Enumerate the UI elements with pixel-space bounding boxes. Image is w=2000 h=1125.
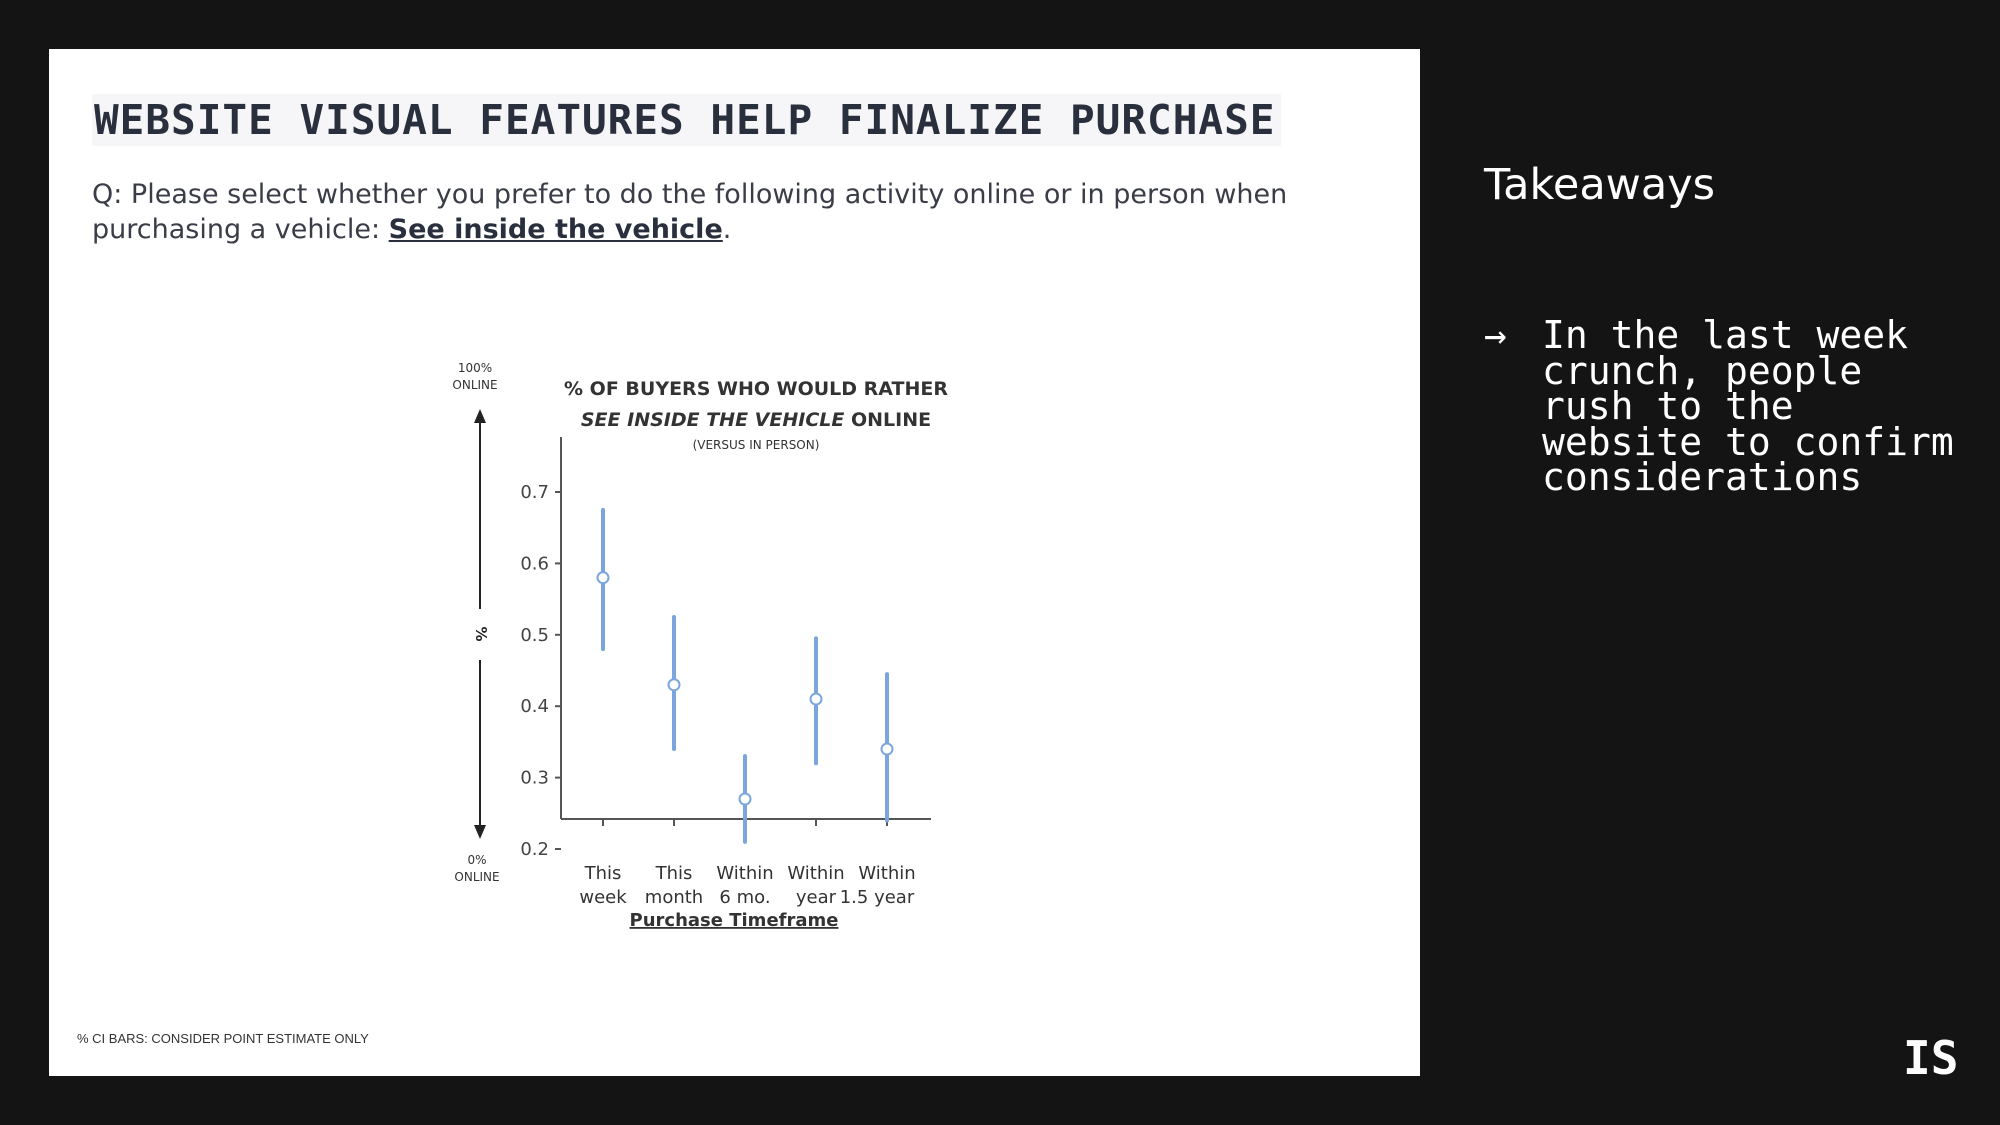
- y-tick-label: 0.6: [520, 553, 549, 574]
- y-tick-label: 0.7: [520, 482, 549, 503]
- y-arrow-down-head: [474, 825, 486, 839]
- takeaway-text: In the last week crunch, people rush to …: [1542, 313, 1954, 499]
- point-estimate: [880, 742, 894, 756]
- point-estimate: [667, 678, 681, 692]
- survey-question: Q: Please select whether you prefer to d…: [92, 177, 1342, 247]
- x-tick-label: Within: [716, 863, 773, 884]
- x-tick-label: Within: [787, 863, 844, 884]
- ci-scatter-chart: % OF BUYERS WHO WOULD RATHER SEE INSIDE …: [452, 361, 948, 931]
- point-estimate: [809, 692, 823, 706]
- point-estimate: [738, 792, 752, 806]
- chart-subtitle: (VERSUS IN PERSON): [693, 438, 820, 452]
- chart-title-line1: % OF BUYERS WHO WOULD RATHER: [564, 378, 948, 400]
- point-estimate: [596, 571, 610, 585]
- slide-title: WEBSITE VISUAL FEATURES HELP FINALIZE PU…: [92, 94, 1282, 146]
- y-tick-label: 0.3: [520, 768, 549, 789]
- x-tick-label: This: [584, 863, 622, 884]
- y-tick-label: 0.4: [520, 696, 549, 717]
- x-tick-label: 1.5 year: [840, 887, 915, 908]
- y-top-label-line1: 100%: [458, 361, 492, 375]
- x-tick-label: 6 mo.: [719, 887, 770, 908]
- y-tick-label: 0.2: [520, 839, 549, 860]
- chart-title-rest: ONLINE: [844, 409, 931, 431]
- x-tick-label: This: [655, 863, 693, 884]
- x-axis-label: Purchase Timeframe: [630, 910, 839, 931]
- chart-title-line2: SEE INSIDE THE VEHICLE ONLINE: [581, 409, 931, 431]
- footnote: % CI BARS: CONSIDER POINT ESTIMATE ONLY: [77, 1031, 369, 1046]
- chart-title-italic: SEE INSIDE THE VEHICLE: [581, 409, 845, 431]
- y-bottom-label-line1: 0%: [467, 853, 486, 867]
- y-bottom-label-line2: ONLINE: [454, 870, 499, 884]
- y-top-label-line2: ONLINE: [452, 378, 497, 392]
- x-tick-label: Within: [858, 863, 915, 884]
- x-tick-label: year: [796, 887, 837, 908]
- arrow-right-icon: →: [1484, 313, 1507, 357]
- brand-logo: IS: [1903, 1031, 1959, 1085]
- question-suffix: .: [722, 214, 732, 245]
- y-tick-label: 0.5: [520, 625, 549, 646]
- question-text: Q: Please select whether you prefer to d…: [92, 179, 1288, 245]
- question-link[interactable]: See inside the vehicle: [388, 214, 723, 245]
- y-axis-label: %: [472, 626, 490, 641]
- slide-panel: WEBSITE VISUAL FEATURES HELP FINALIZE PU…: [49, 49, 1420, 1076]
- x-tick-label: week: [579, 887, 627, 908]
- takeaways-heading: Takeaways: [1484, 160, 1716, 210]
- x-tick-label: month: [645, 887, 703, 908]
- y-arrow-up-head: [474, 409, 486, 423]
